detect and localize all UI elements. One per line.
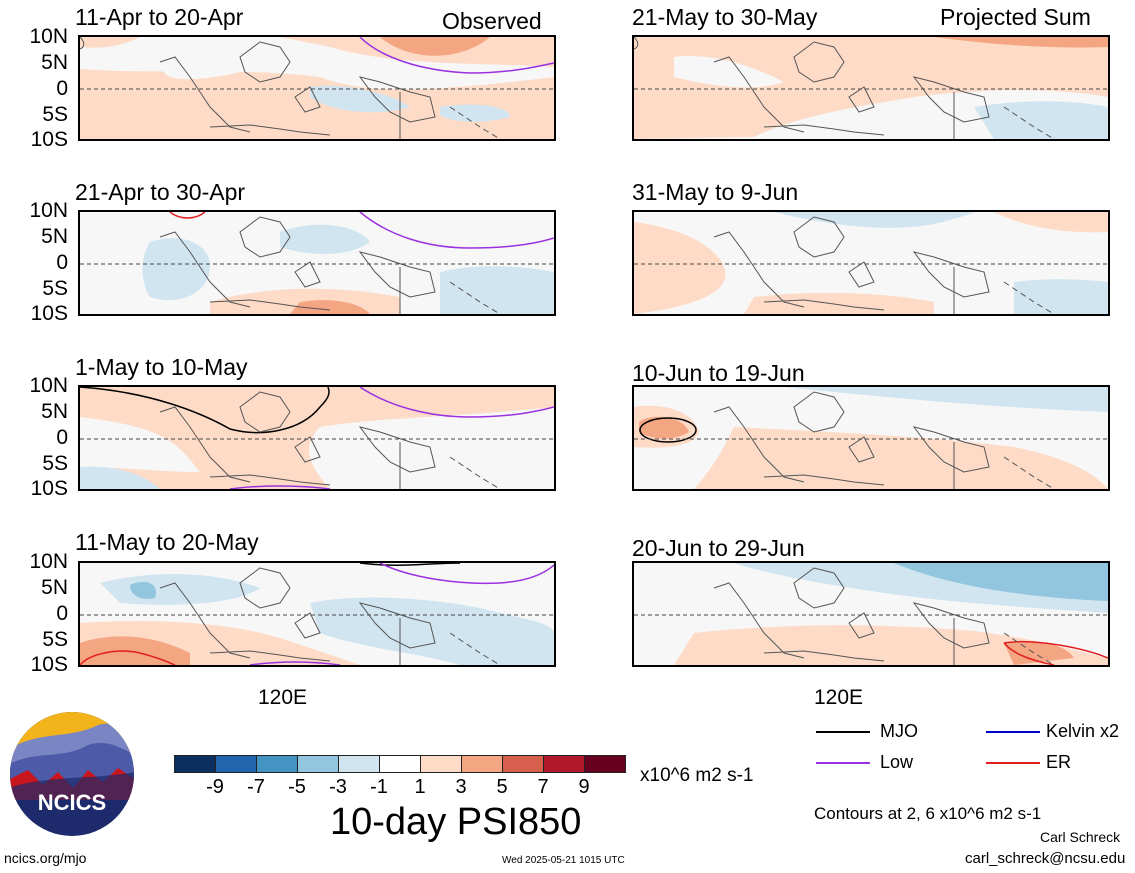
site-link[interactable]: ncics.org/mjo	[4, 850, 87, 866]
map-panel-1	[78, 35, 556, 141]
panel-title-1: 11-Apr to 20-Apr	[75, 4, 244, 30]
y-tick-10s: 10S	[30, 128, 68, 151]
panel-tag-observed: Observed	[442, 8, 542, 34]
panel-title-2: 21-Apr to 30-Apr	[75, 179, 246, 205]
panel-title-7: 10-Jun to 19-Jun	[632, 360, 805, 386]
colorbar-swatch	[420, 755, 462, 773]
legend-line-er	[986, 762, 1040, 764]
y-tick-5s: 5S	[42, 277, 68, 300]
legend-line-mjo	[816, 731, 870, 733]
logo-text: NCICS	[38, 790, 106, 815]
y-tick-10s: 10S	[30, 477, 68, 500]
map-panel-4	[78, 561, 556, 667]
legend-label-low: Low	[880, 752, 914, 772]
legend-label-er: ER	[1046, 752, 1072, 772]
y-tick-5s: 5S	[42, 628, 68, 651]
y-tick-5n: 5N	[41, 400, 68, 423]
colorbar-tick-label: 5	[496, 776, 508, 798]
x-tick-120e-right: 120E	[814, 686, 864, 709]
map-panel-2	[78, 210, 556, 316]
colorbar-tick-label: 3	[455, 776, 467, 798]
y-tick-0: 0	[56, 426, 68, 449]
y-tick-10n: 10N	[29, 199, 68, 222]
y-tick-10s: 10S	[30, 653, 68, 676]
y-tick-0: 0	[56, 77, 68, 100]
timestamp: Wed 2025-05-21 1015 UTC	[502, 855, 625, 866]
map-panel-5	[632, 35, 1110, 141]
map-panel-6	[632, 210, 1110, 316]
contours-note: Contours at 2, 6 x10^6 m2 s-1	[814, 804, 1042, 823]
y-tick-10n: 10N	[29, 550, 68, 573]
panel-title-3: 1-May to 10-May	[75, 354, 248, 380]
panel-title-8: 20-Jun to 29-Jun	[632, 535, 805, 561]
y-tick-0: 0	[56, 251, 68, 274]
colorbar-swatch	[256, 755, 298, 773]
y-tick-10s: 10S	[30, 302, 68, 325]
y-tick-10n: 10N	[29, 374, 68, 397]
colorbar-tick-label: -5	[288, 776, 306, 798]
panel-tag-projected: Projected Sum	[940, 4, 1091, 30]
main-title: 10-day PSI850	[330, 801, 582, 843]
legend-line-kelvin	[986, 731, 1040, 733]
x-tick-120e-left: 120E	[258, 686, 308, 709]
panel-title-4: 11-May to 20-May	[75, 529, 259, 555]
colorbar-swatch	[502, 755, 544, 773]
map-panel-3	[78, 385, 556, 491]
legend-label-mjo: MJO	[880, 721, 918, 741]
colorbar-swatch	[338, 755, 380, 773]
colorbar-units: x10^6 m2 s-1	[640, 765, 754, 786]
colorbar-tick-label: -9	[206, 776, 224, 798]
y-tick-5s: 5S	[42, 103, 68, 126]
colorbar-tick-label: 7	[537, 776, 549, 798]
y-tick-5n: 5N	[41, 225, 68, 248]
map-panel-8	[632, 561, 1110, 667]
panel-title-6: 31-May to 9-Jun	[632, 179, 799, 205]
colorbar-swatch	[297, 755, 339, 773]
panel-title-5: 21-May to 30-May	[632, 4, 818, 30]
y-tick-5s: 5S	[42, 452, 68, 475]
colorbar-tick-label: -3	[329, 776, 347, 798]
author-name: Carl Schreck	[1040, 829, 1121, 845]
y-tick-0: 0	[56, 602, 68, 625]
colorbar-tick-label: -7	[247, 776, 265, 798]
colorbar-tick-label: -1	[370, 776, 388, 798]
colorbar-tick-label: 9	[578, 776, 590, 798]
y-tick-10n: 10N	[29, 25, 68, 48]
map-panel-7	[632, 385, 1110, 491]
colorbar-swatch	[461, 755, 503, 773]
author-email[interactable]: carl_schreck@ncsu.edu	[965, 850, 1126, 867]
legend-label-kelvin: Kelvin x2	[1046, 721, 1120, 741]
colorbar-swatch	[174, 755, 216, 773]
colorbar-tick-label: 1	[414, 776, 426, 798]
y-tick-5n: 5N	[41, 576, 68, 599]
colorbar-swatch	[379, 755, 421, 773]
y-tick-5n: 5N	[41, 51, 68, 74]
ncics-logo: NCICS	[8, 710, 136, 838]
colorbar-swatch	[215, 755, 257, 773]
colorbar-swatch	[584, 755, 626, 773]
colorbar-swatch	[543, 755, 585, 773]
legend-line-low	[816, 762, 870, 764]
